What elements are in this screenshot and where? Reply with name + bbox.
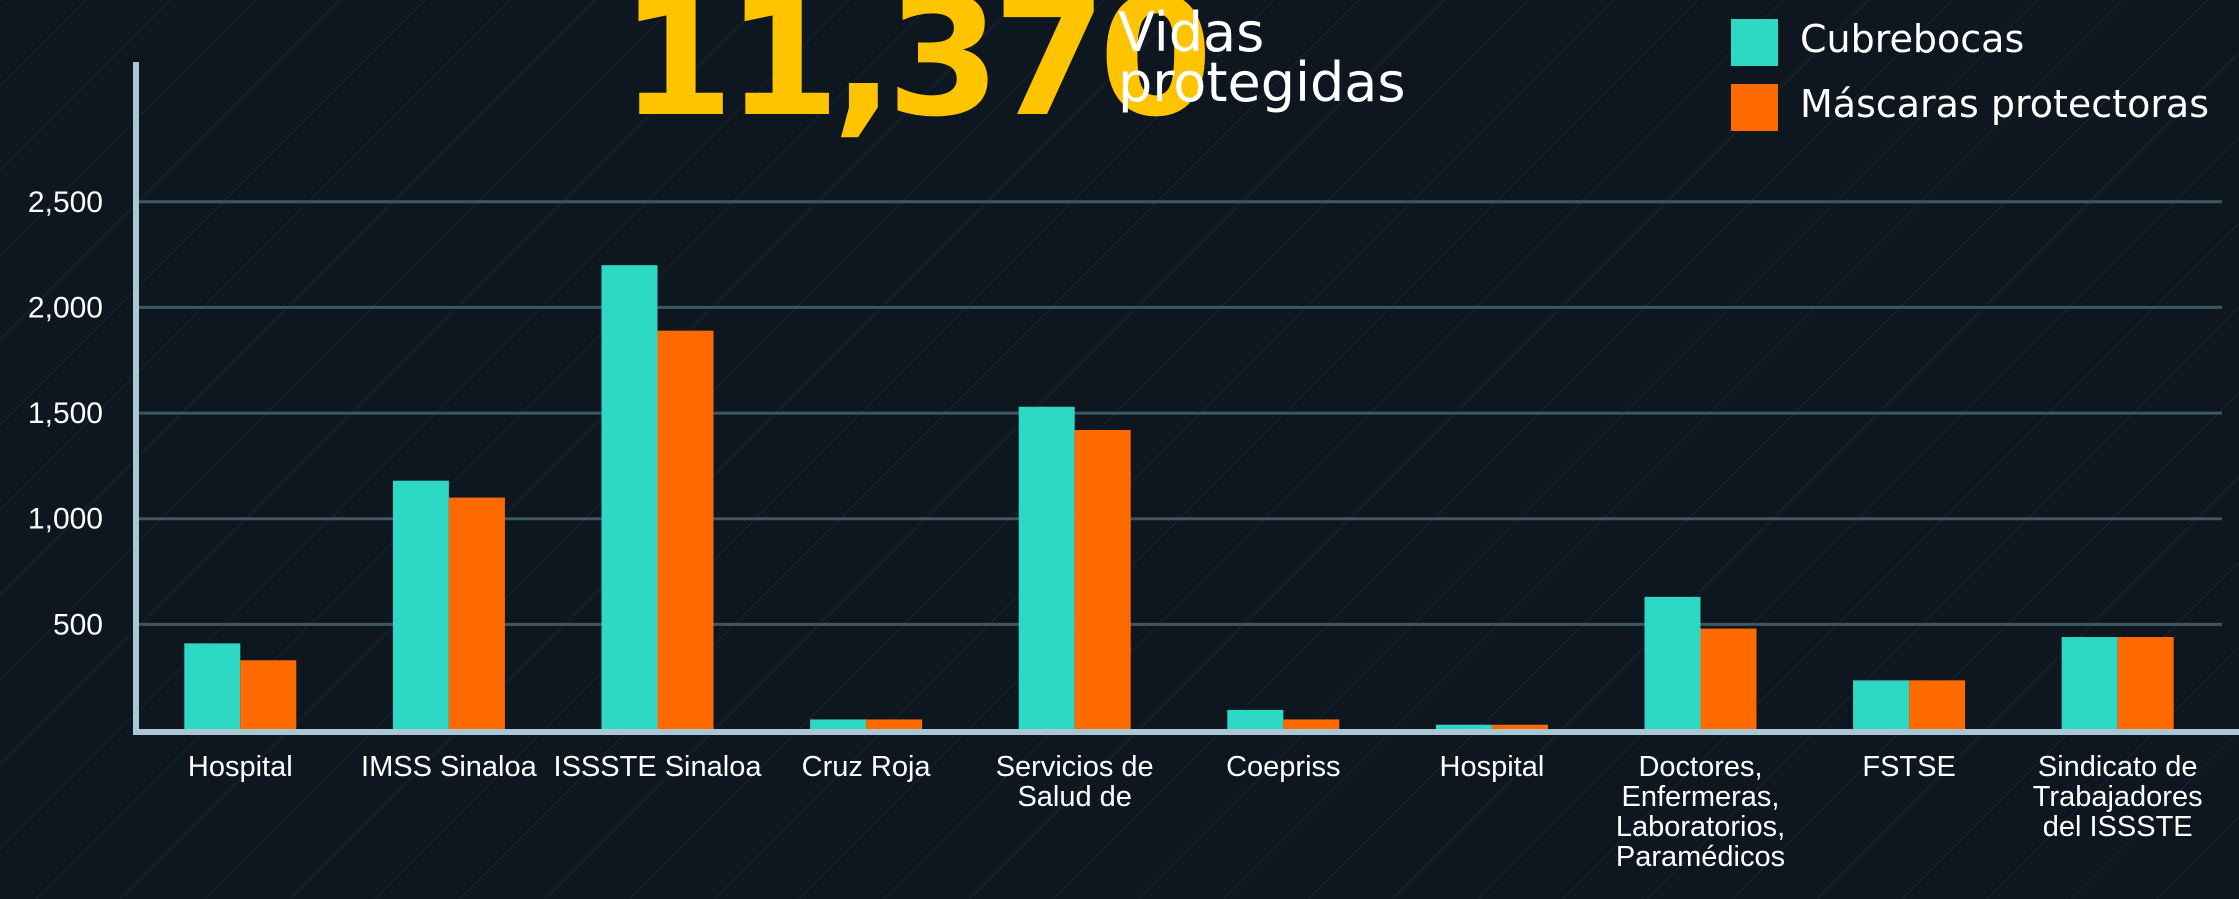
x-tick-label: Servicios de Salud de xyxy=(995,751,1154,813)
bar xyxy=(240,660,297,730)
bar xyxy=(1644,596,1701,730)
legend-swatch xyxy=(1731,84,1778,131)
bar xyxy=(2117,637,2174,730)
x-tick-label: ISSSTE Sinaloa xyxy=(553,751,762,783)
bar xyxy=(657,330,714,730)
y-tick-label: 2,500 xyxy=(28,186,103,219)
legend-label: Cubrebocas xyxy=(1800,17,2025,61)
bar xyxy=(1700,628,1757,730)
bar xyxy=(1435,724,1492,730)
bar xyxy=(1909,680,1966,730)
y-tick-label: 500 xyxy=(53,608,103,641)
bar xyxy=(1853,680,1910,730)
x-tick-label: Doctores, Enfermeras, Laboratorios, Para… xyxy=(1615,751,1786,873)
x-tick-label: Hospital xyxy=(187,751,293,783)
x-tick-label: IMSS Sinaloa xyxy=(361,751,537,783)
bar xyxy=(1491,724,1548,730)
bar xyxy=(1283,719,1340,730)
legend-swatch xyxy=(1731,19,1778,66)
x-tick-label: Sindicato de Trabajadores del ISSSTE xyxy=(2032,751,2203,843)
bar xyxy=(392,480,449,730)
bar xyxy=(601,265,658,730)
x-tick-label: Cruz Roja xyxy=(801,751,931,783)
y-tick-label: 2,000 xyxy=(28,291,103,324)
y-tick-label: 1,500 xyxy=(28,397,103,430)
legend-label: Máscaras protectoras xyxy=(1800,82,2210,126)
bar xyxy=(1074,429,1131,730)
bar xyxy=(448,497,505,730)
bar xyxy=(2061,637,2118,730)
bar xyxy=(810,719,867,730)
bar xyxy=(184,643,241,730)
y-tick-label: 1,000 xyxy=(28,503,103,536)
bar xyxy=(1227,709,1284,730)
bar xyxy=(866,719,923,730)
bar xyxy=(1018,406,1075,730)
x-tick-label: FSTSE xyxy=(1862,751,1956,783)
chart-subtitle: Vidas protegidas xyxy=(1118,1,1406,114)
chart-title: 11,370 xyxy=(620,0,1213,153)
x-tick-label: Hospital xyxy=(1439,751,1545,783)
x-tick-label: Coepriss xyxy=(1226,751,1341,783)
